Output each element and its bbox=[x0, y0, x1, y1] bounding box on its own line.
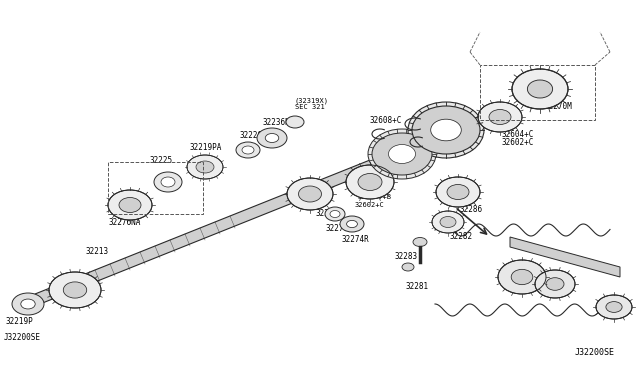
Bar bbox=[108, 162, 203, 214]
Text: 32608+C: 32608+C bbox=[370, 115, 403, 125]
Ellipse shape bbox=[489, 109, 511, 125]
Ellipse shape bbox=[287, 178, 333, 210]
Text: 32610N: 32610N bbox=[388, 170, 416, 179]
Text: 32604+C: 32604+C bbox=[502, 130, 534, 139]
Text: 32220: 32220 bbox=[240, 131, 263, 140]
Ellipse shape bbox=[412, 106, 480, 154]
Ellipse shape bbox=[408, 102, 484, 158]
Ellipse shape bbox=[108, 190, 152, 220]
Ellipse shape bbox=[298, 186, 321, 202]
Ellipse shape bbox=[498, 260, 546, 294]
Text: 32602+C: 32602+C bbox=[502, 138, 534, 147]
Ellipse shape bbox=[347, 220, 357, 228]
Ellipse shape bbox=[388, 145, 415, 163]
Text: 32286: 32286 bbox=[460, 205, 483, 214]
Ellipse shape bbox=[265, 134, 279, 142]
Text: 32276N: 32276N bbox=[326, 224, 354, 233]
Ellipse shape bbox=[340, 216, 364, 232]
Ellipse shape bbox=[161, 177, 175, 187]
Ellipse shape bbox=[63, 282, 86, 298]
Ellipse shape bbox=[535, 270, 575, 298]
Ellipse shape bbox=[346, 165, 394, 199]
Ellipse shape bbox=[413, 237, 427, 247]
Ellipse shape bbox=[432, 211, 464, 233]
Text: 32281: 32281 bbox=[406, 282, 429, 291]
Bar bbox=[480, 65, 595, 120]
Ellipse shape bbox=[286, 116, 304, 128]
Ellipse shape bbox=[242, 146, 254, 154]
Text: 32274R: 32274R bbox=[342, 235, 370, 244]
Ellipse shape bbox=[440, 217, 456, 228]
Polygon shape bbox=[510, 237, 620, 277]
Text: 32283: 32283 bbox=[395, 252, 418, 261]
Ellipse shape bbox=[546, 278, 564, 290]
Text: 32260M: 32260M bbox=[316, 209, 344, 218]
Text: (32319X): (32319X) bbox=[295, 97, 329, 104]
Ellipse shape bbox=[512, 69, 568, 109]
Text: 32293P: 32293P bbox=[118, 209, 143, 215]
Text: 32604++B: 32604++B bbox=[358, 194, 392, 200]
Ellipse shape bbox=[402, 263, 414, 271]
Text: J32200SE: J32200SE bbox=[575, 348, 615, 357]
Ellipse shape bbox=[358, 173, 382, 190]
Text: 32270M: 32270M bbox=[545, 102, 573, 111]
Text: 32219P: 32219P bbox=[5, 317, 33, 326]
Ellipse shape bbox=[478, 102, 522, 132]
Text: 32236N: 32236N bbox=[263, 118, 291, 127]
Text: J32200SE: J32200SE bbox=[4, 333, 41, 342]
Ellipse shape bbox=[431, 119, 461, 141]
Ellipse shape bbox=[436, 177, 480, 207]
Text: 32225: 32225 bbox=[150, 156, 173, 165]
Text: 32602+C: 32602+C bbox=[355, 202, 385, 208]
Ellipse shape bbox=[21, 299, 35, 309]
Ellipse shape bbox=[236, 142, 260, 158]
Text: 32282: 32282 bbox=[450, 232, 473, 241]
Ellipse shape bbox=[596, 295, 632, 319]
Ellipse shape bbox=[368, 129, 436, 179]
Text: 32276NA: 32276NA bbox=[108, 218, 140, 227]
Ellipse shape bbox=[257, 128, 287, 148]
Ellipse shape bbox=[196, 161, 214, 173]
Text: SEC 321: SEC 321 bbox=[295, 104, 324, 110]
Ellipse shape bbox=[154, 172, 182, 192]
Ellipse shape bbox=[119, 198, 141, 212]
Text: 32219PA: 32219PA bbox=[190, 143, 222, 152]
Polygon shape bbox=[35, 154, 385, 306]
Ellipse shape bbox=[187, 155, 223, 179]
Ellipse shape bbox=[606, 302, 622, 312]
Text: 32213: 32213 bbox=[85, 247, 108, 257]
Ellipse shape bbox=[49, 272, 101, 308]
Ellipse shape bbox=[447, 185, 469, 199]
Ellipse shape bbox=[511, 269, 532, 285]
Ellipse shape bbox=[325, 207, 345, 221]
Ellipse shape bbox=[527, 80, 552, 98]
Ellipse shape bbox=[12, 293, 44, 315]
Ellipse shape bbox=[372, 133, 432, 175]
Ellipse shape bbox=[330, 211, 340, 218]
